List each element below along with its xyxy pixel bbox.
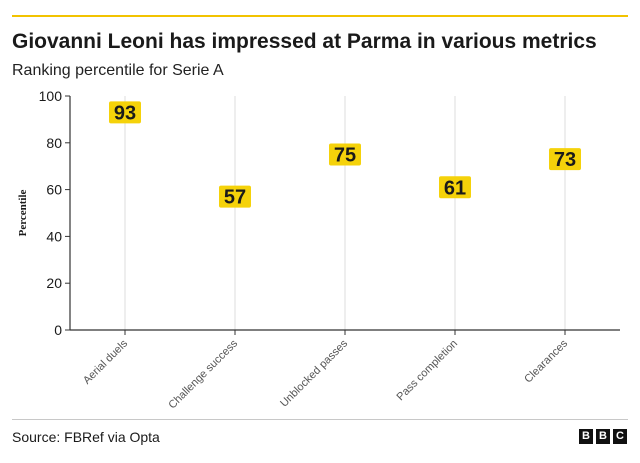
y-tick-label: 20 [46, 275, 62, 291]
x-tick-label: Challenge success [166, 337, 240, 411]
y-axis-ticks: 0 20 40 60 80 100 [39, 88, 70, 338]
x-axis-ticks: Aerial duels Challenge success Unblocked p… [81, 330, 570, 411]
x-tick-label: Unblocked passes [278, 337, 350, 409]
data-label: 61 [444, 177, 466, 199]
x-tick-label: Aerial duels [81, 337, 130, 386]
data-label-background [549, 148, 581, 171]
data-label-background [329, 143, 361, 166]
percentile-chart: 0 20 40 60 80 100 Aerial duels Challenge succe… [17, 88, 620, 411]
footer-rule [12, 419, 628, 420]
data-label: 93 [114, 102, 136, 124]
data-label: 75 [334, 145, 356, 167]
data-label-background [439, 176, 471, 199]
x-tick-label: Clearances [522, 337, 570, 385]
chart-subtitle: Ranking percentile for Serie A [12, 62, 224, 79]
y-tick-label: 80 [46, 135, 62, 151]
gridlines [124, 96, 566, 330]
data-label-background [109, 101, 141, 124]
data-label-background [219, 185, 251, 208]
y-tick-label: 60 [46, 182, 62, 198]
y-axis-label: Percentile [17, 189, 29, 236]
bbc-logo-block: B [579, 429, 593, 444]
x-tick-label: Pass completion [395, 338, 461, 404]
y-tick-label: 0 [54, 322, 62, 338]
data-label: 73 [554, 149, 576, 171]
source-note: Source: FBRef via Opta [12, 429, 160, 445]
accent-top-rule [12, 15, 628, 17]
data-point: 75 [329, 143, 361, 167]
y-tick-label: 100 [39, 88, 63, 104]
data-point: 57 [219, 185, 251, 209]
data-labels: 93 57 75 61 73 [109, 101, 581, 209]
data-label: 57 [224, 187, 246, 209]
data-point: 61 [439, 176, 471, 199]
y-tick-label: 40 [46, 228, 62, 244]
bbc-logo-block: B [596, 429, 610, 444]
bbc-logo: B B C [579, 429, 627, 444]
chart-title: Giovanni Leoni has impressed at Parma in… [12, 30, 597, 53]
bbc-logo-block: C [613, 429, 627, 444]
data-point: 73 [549, 148, 581, 171]
data-point: 93 [109, 101, 141, 124]
